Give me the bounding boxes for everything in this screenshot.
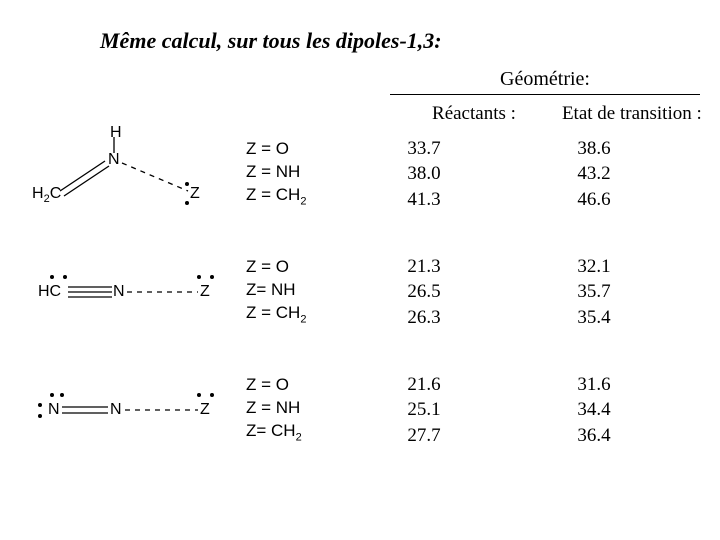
value-cell: 26.5 [374, 279, 474, 305]
geometry-header: Géométrie: [390, 68, 700, 95]
transition-values: 38.6 43.2 46.6 [544, 136, 644, 213]
value-cell: 46.6 [544, 187, 644, 213]
column-reactants: Réactants : [390, 103, 558, 125]
value-cell: 32.1 [544, 254, 644, 280]
value-cell: 21.3 [374, 254, 474, 280]
value-cell: 35.4 [544, 305, 644, 331]
dipole-block: H2C N H Z Z = O Z = NH Z = CH2 33.7 38.0… [0, 129, 720, 219]
z-option: Z = NH [246, 397, 356, 420]
value-cell: 26.3 [374, 305, 474, 331]
value-cell: 34.4 [544, 397, 644, 423]
z-option: Z = CH2 [246, 302, 356, 327]
z-list: Z = O Z = NH Z = CH2 [246, 138, 356, 209]
molecule-nitrile: HC N Z [30, 247, 230, 337]
value-cell: 21.6 [374, 372, 474, 398]
value-cell: 38.0 [374, 161, 474, 187]
page-title: Même calcul, sur tous les dipoles-1,3: [0, 28, 720, 54]
transition-values: 31.6 34.4 36.4 [544, 372, 644, 449]
value-cell: 43.2 [544, 161, 644, 187]
z-option: Z = NH [246, 161, 356, 184]
column-transition: Etat de transition : [558, 103, 720, 125]
value-cell: 27.7 [374, 423, 474, 449]
z-option: Z = O [246, 256, 356, 279]
dipole-block: N N Z Z = O Z = NH Z= CH2 21.6 25.1 27.7 [0, 365, 720, 455]
value-cell: 35.7 [544, 279, 644, 305]
transition-values: 32.1 35.7 35.4 [544, 254, 644, 331]
reactant-values: 33.7 38.0 41.3 [374, 136, 474, 213]
molecule-azo: N N Z [30, 365, 230, 455]
value-cell: 33.7 [374, 136, 474, 162]
value-cell: 25.1 [374, 397, 474, 423]
z-option: Z = CH2 [246, 184, 356, 209]
value-cell: 31.6 [544, 372, 644, 398]
z-list: Z = O Z= NH Z = CH2 [246, 256, 356, 327]
z-list: Z = O Z = NH Z= CH2 [246, 374, 356, 445]
reactant-values: 21.3 26.5 26.3 [374, 254, 474, 331]
z-option: Z= CH2 [246, 420, 356, 445]
z-option: Z = O [246, 374, 356, 397]
z-option: Z = O [246, 138, 356, 161]
dipole-block: HC N Z Z = O Z= NH Z = CH2 21.3 26.5 26.… [0, 247, 720, 337]
value-cell: 36.4 [544, 423, 644, 449]
reactant-values: 21.6 25.1 27.7 [374, 372, 474, 449]
value-cell: 38.6 [544, 136, 644, 162]
value-cell: 41.3 [374, 187, 474, 213]
z-option: Z= NH [246, 279, 356, 302]
molecule-azomethine: H2C N H Z [30, 129, 230, 219]
